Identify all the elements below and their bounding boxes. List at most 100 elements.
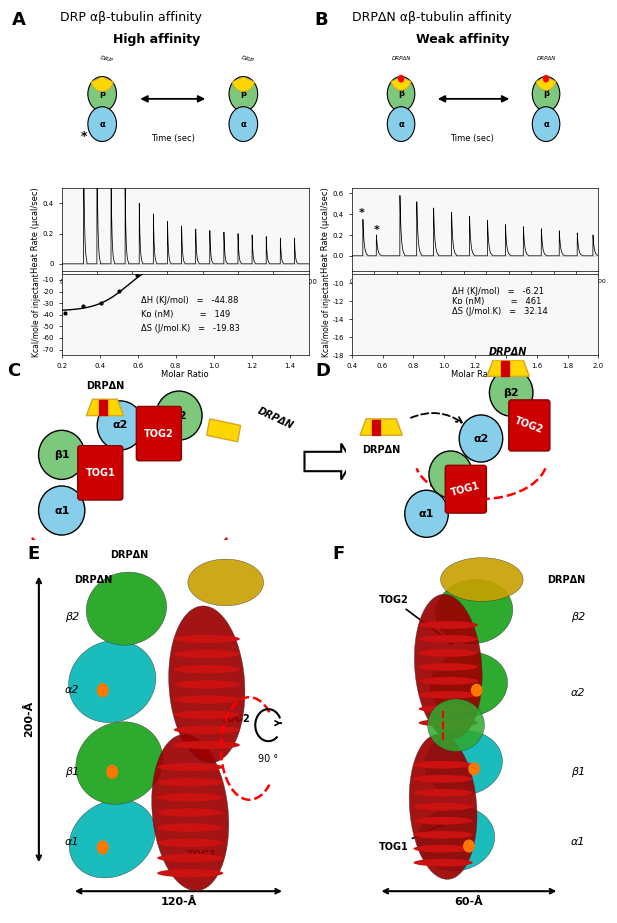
Circle shape xyxy=(229,77,258,112)
Text: Kᴅ (nM)          =   461: Kᴅ (nM) = 461 xyxy=(452,297,541,306)
Text: 120-Å: 120-Å xyxy=(160,897,197,907)
Point xyxy=(168,255,178,270)
Text: DRPΔN: DRPΔN xyxy=(110,550,149,559)
Point xyxy=(60,306,70,320)
Text: TOG1: TOG1 xyxy=(450,481,481,497)
Text: α2: α2 xyxy=(113,420,128,430)
Text: β1: β1 xyxy=(65,767,79,777)
Ellipse shape xyxy=(157,839,223,847)
Ellipse shape xyxy=(413,803,473,810)
Y-axis label: Heat Rate (μcal/sec): Heat Rate (μcal/sec) xyxy=(321,187,330,272)
Text: DRPΔN: DRPΔN xyxy=(74,574,112,584)
Ellipse shape xyxy=(174,680,240,689)
Text: *: * xyxy=(81,130,87,143)
Text: β1: β1 xyxy=(443,470,458,480)
Text: 200-Å: 200-Å xyxy=(24,701,35,737)
Circle shape xyxy=(97,401,143,450)
Text: α2: α2 xyxy=(65,685,80,695)
Text: DRPΔN: DRPΔN xyxy=(536,56,556,61)
Text: β2: β2 xyxy=(171,411,187,421)
Ellipse shape xyxy=(418,621,478,629)
Text: Time (sec): Time (sec) xyxy=(450,134,494,143)
Point xyxy=(370,221,379,235)
Ellipse shape xyxy=(174,650,240,658)
Text: DRPΔN αβ-tubulin affinity: DRPΔN αβ-tubulin affinity xyxy=(352,11,511,24)
Point xyxy=(294,254,304,269)
Circle shape xyxy=(399,76,404,82)
Wedge shape xyxy=(536,77,556,90)
Polygon shape xyxy=(430,653,508,716)
Ellipse shape xyxy=(157,869,223,877)
Polygon shape xyxy=(86,400,123,415)
Point xyxy=(222,252,232,267)
Polygon shape xyxy=(441,557,523,602)
Wedge shape xyxy=(91,77,114,91)
Point xyxy=(133,268,143,282)
Text: TOG2: TOG2 xyxy=(221,714,251,725)
Circle shape xyxy=(38,430,85,479)
Point xyxy=(570,174,580,189)
Ellipse shape xyxy=(418,719,478,726)
Point xyxy=(114,283,124,298)
Ellipse shape xyxy=(413,858,473,867)
FancyBboxPatch shape xyxy=(445,465,486,513)
Text: 60-Å: 60-Å xyxy=(455,897,483,907)
Ellipse shape xyxy=(174,741,240,749)
Y-axis label: Heat Rate (μcal/sec): Heat Rate (μcal/sec) xyxy=(31,187,40,272)
Point xyxy=(186,255,196,270)
Bar xyxy=(337,497,348,514)
FancyBboxPatch shape xyxy=(136,406,181,461)
Text: Time (sec): Time (sec) xyxy=(151,134,195,143)
Circle shape xyxy=(229,107,258,141)
Text: α1: α1 xyxy=(65,836,80,846)
Ellipse shape xyxy=(413,845,473,853)
Text: β2: β2 xyxy=(503,388,519,398)
Text: α1: α1 xyxy=(419,509,434,519)
Polygon shape xyxy=(415,594,482,739)
Text: DRPΔN: DRPΔN xyxy=(362,445,400,455)
Text: F: F xyxy=(332,545,344,563)
Circle shape xyxy=(107,765,117,778)
Ellipse shape xyxy=(413,761,473,769)
Ellipse shape xyxy=(413,817,473,824)
Ellipse shape xyxy=(157,809,223,817)
Bar xyxy=(372,420,380,435)
Polygon shape xyxy=(168,605,245,762)
Circle shape xyxy=(97,841,108,854)
Polygon shape xyxy=(76,722,163,804)
Text: α: α xyxy=(398,120,404,128)
Text: β: β xyxy=(398,90,404,99)
Text: DRP: DRP xyxy=(241,55,254,64)
Ellipse shape xyxy=(418,677,478,685)
Text: C: C xyxy=(7,362,20,379)
Point xyxy=(204,253,214,268)
Circle shape xyxy=(471,684,482,696)
Point xyxy=(432,198,442,213)
Point xyxy=(539,175,550,190)
Polygon shape xyxy=(68,641,155,723)
Point xyxy=(258,250,268,265)
X-axis label: Molar Ratio: Molar Ratio xyxy=(451,370,499,379)
Point xyxy=(240,250,250,265)
Point xyxy=(151,259,160,274)
Text: DRP: DRP xyxy=(99,55,113,64)
Circle shape xyxy=(532,107,560,141)
Point xyxy=(354,228,364,243)
Polygon shape xyxy=(86,572,167,645)
Ellipse shape xyxy=(174,665,240,674)
FancyBboxPatch shape xyxy=(78,446,123,500)
Polygon shape xyxy=(487,360,529,377)
Point xyxy=(478,182,487,197)
Text: Kᴅ (nM)          =   149: Kᴅ (nM) = 149 xyxy=(141,310,231,319)
Text: ΔS (J/mol.K)   =   32.14: ΔS (J/mol.K) = 32.14 xyxy=(452,306,548,316)
Text: ΔH (KJ/mol)   =   -6.21: ΔH (KJ/mol) = -6.21 xyxy=(452,287,544,296)
Circle shape xyxy=(489,369,533,416)
FancyArrow shape xyxy=(304,444,352,480)
Text: B: B xyxy=(315,11,328,30)
Point xyxy=(96,296,106,311)
Text: DRPΔN: DRPΔN xyxy=(86,381,124,391)
Text: β1: β1 xyxy=(571,767,585,777)
Circle shape xyxy=(38,486,85,535)
Ellipse shape xyxy=(413,775,473,783)
Point xyxy=(463,180,473,195)
